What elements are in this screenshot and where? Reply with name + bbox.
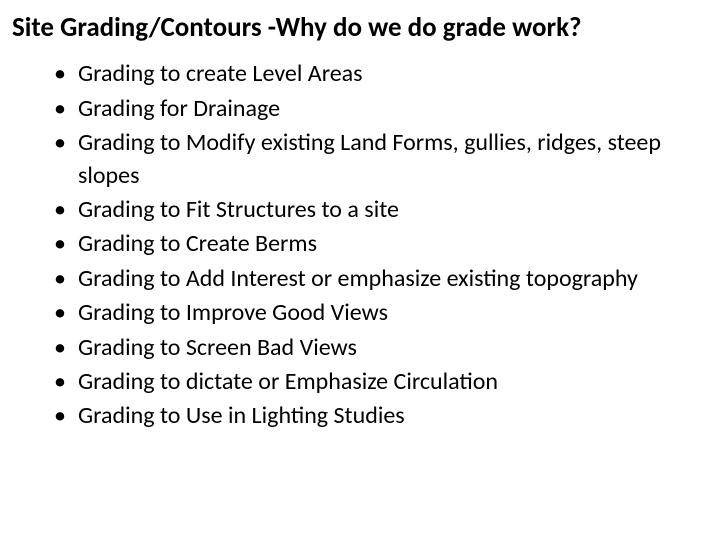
- list-item: Grading to Modify existing Land Forms, g…: [54, 127, 702, 192]
- bullet-list: Grading to create Level Areas Grading fo…: [12, 58, 702, 432]
- list-item: Grading to Create Berms: [54, 228, 702, 260]
- list-item: Grading for Drainage: [54, 93, 702, 125]
- list-item: Grading to create Level Areas: [54, 58, 702, 90]
- list-item: Grading to Screen Bad Views: [54, 332, 702, 364]
- list-item: Grading to Use in Lighting Studies: [54, 400, 702, 432]
- list-item: Grading to Add Interest or emphasize exi…: [54, 263, 702, 295]
- list-item: Grading to Fit Structures to a site: [54, 194, 702, 226]
- slide-title: Site Grading/Contours -Why do we do grad…: [12, 12, 702, 44]
- list-item: Grading to dictate or Emphasize Circulat…: [54, 366, 702, 398]
- list-item: Grading to Improve Good Views: [54, 297, 702, 329]
